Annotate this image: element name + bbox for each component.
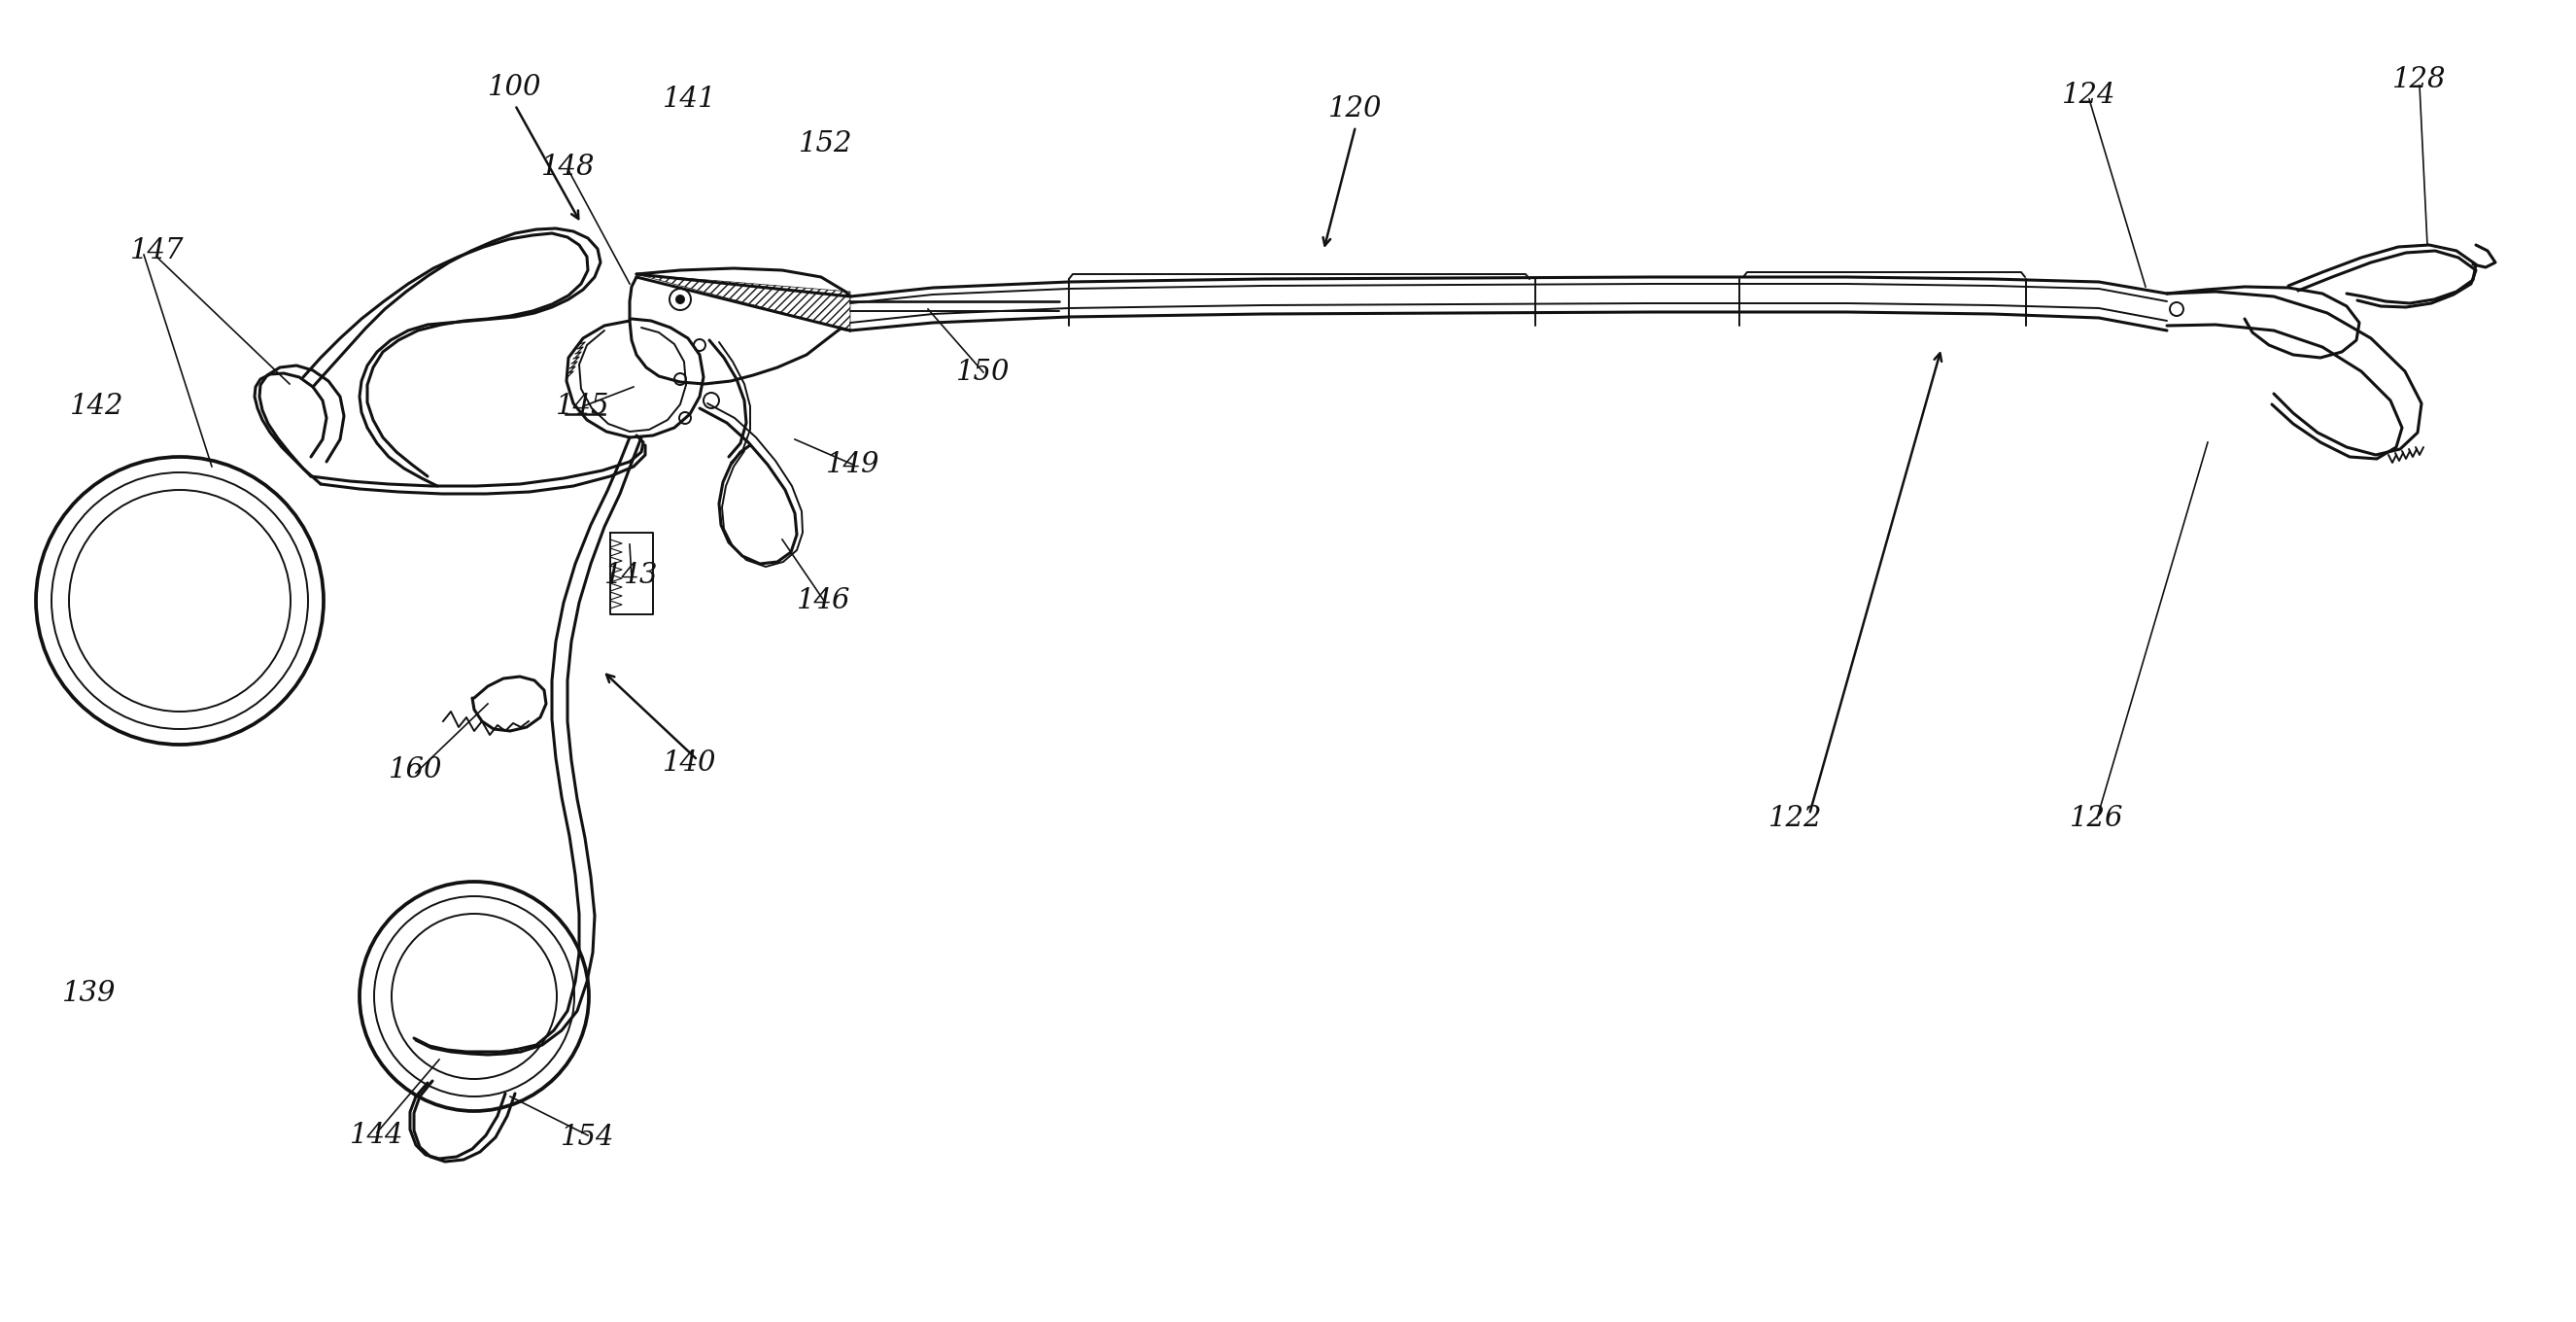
Text: 150: 150	[956, 358, 1010, 386]
Text: 141: 141	[662, 86, 716, 112]
Text: 139: 139	[62, 980, 116, 1007]
Polygon shape	[636, 274, 850, 330]
Text: 143: 143	[605, 562, 659, 590]
Text: 128: 128	[2393, 66, 2447, 94]
Text: 149: 149	[827, 451, 881, 479]
Text: 142: 142	[70, 393, 124, 420]
Text: 148: 148	[541, 153, 595, 181]
Text: 160: 160	[389, 756, 443, 784]
Text: 152: 152	[799, 131, 853, 157]
Text: 140: 140	[662, 750, 716, 777]
Text: 144: 144	[350, 1122, 404, 1149]
Text: 100: 100	[487, 74, 541, 100]
Text: 145: 145	[556, 393, 611, 420]
Text: 124: 124	[2063, 82, 2115, 108]
Circle shape	[677, 296, 685, 303]
Text: 126: 126	[2071, 805, 2125, 832]
Text: 147: 147	[131, 237, 185, 264]
Text: 122: 122	[1770, 805, 1824, 832]
Text: 120: 120	[1329, 95, 1383, 123]
Text: 154: 154	[562, 1124, 616, 1151]
Text: 146: 146	[796, 587, 850, 615]
